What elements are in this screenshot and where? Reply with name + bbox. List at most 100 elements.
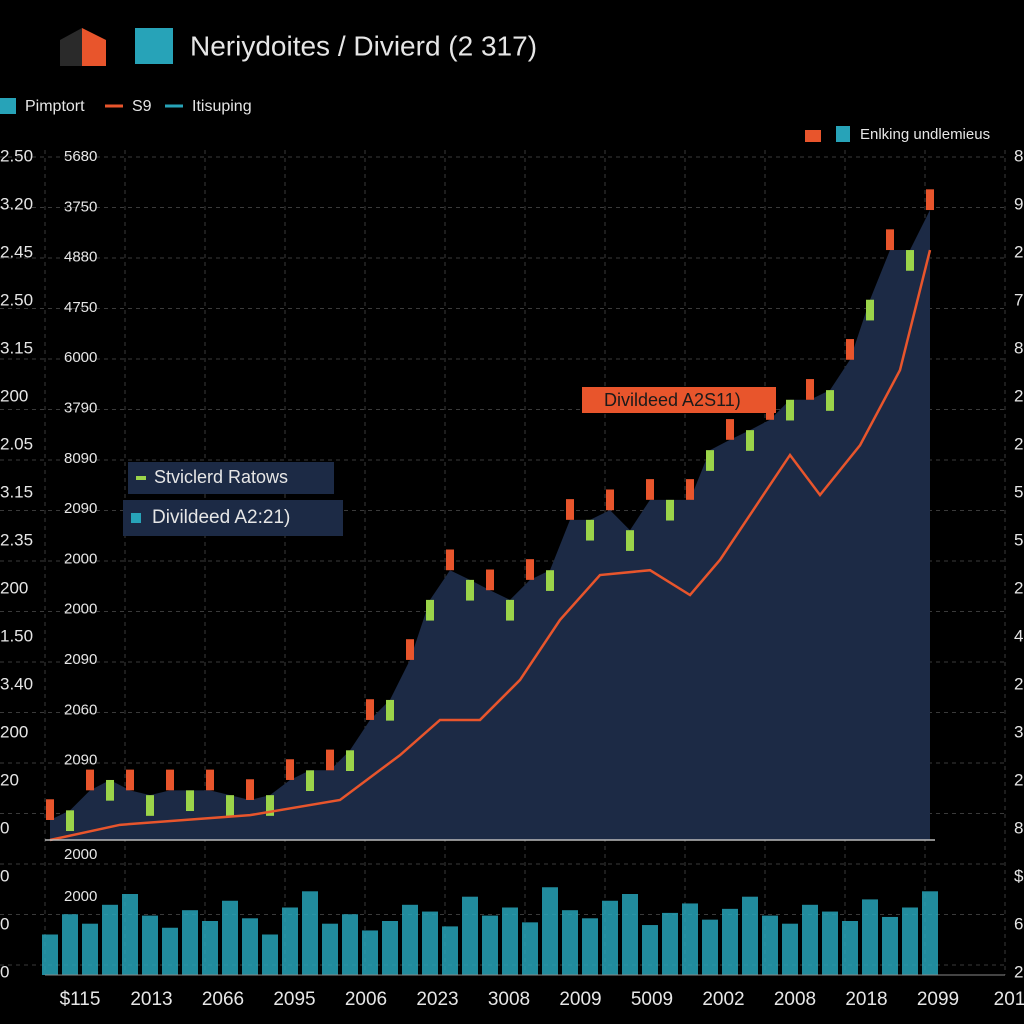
- price-area: [50, 210, 930, 840]
- y2-tick-label: 2: [1014, 674, 1023, 693]
- volume-bar: [642, 925, 658, 975]
- volume-bar: [662, 912, 678, 975]
- y-tick-label: 2090: [64, 752, 97, 769]
- x-tick-label: 201: [994, 989, 1024, 1010]
- legend-swatch: [836, 126, 850, 142]
- y-tick-label: 2.35: [0, 530, 33, 549]
- annotation: Divildeed A2S11): [604, 390, 741, 410]
- y-tick-label: 2000: [64, 846, 97, 863]
- y-tick-label: 8090: [64, 450, 97, 467]
- candle: [46, 799, 54, 820]
- candle: [146, 795, 154, 816]
- y-tick-label: 0: [0, 914, 9, 933]
- x-tick-label: 2008: [774, 989, 816, 1010]
- volume-bar: [422, 911, 438, 975]
- x-tick-label: 2009: [559, 989, 601, 1010]
- candle: [746, 430, 754, 451]
- candle: [186, 790, 194, 812]
- candle: [566, 499, 574, 520]
- volume-bar: [42, 934, 58, 975]
- volume-bar: [322, 923, 338, 975]
- volume-bar: [402, 904, 418, 975]
- candle: [886, 229, 894, 251]
- y-tick-label: 3.40: [0, 674, 33, 693]
- y-tick-label: 1.50: [0, 626, 33, 645]
- candle: [706, 450, 714, 471]
- legend-label: Pimptort: [25, 98, 85, 115]
- volume-bar: [822, 911, 838, 975]
- volume-bar: [782, 923, 798, 975]
- volume-bar: [722, 908, 738, 975]
- candle: [86, 769, 94, 791]
- trend-line: [49, 249, 932, 842]
- annotations: Stviclerd Ratows Divildeed A2:21) Divild…: [123, 387, 776, 536]
- x-tick-label: 2013: [130, 989, 172, 1010]
- volume-bar: [442, 926, 458, 975]
- y-tick-label: 2090: [64, 500, 97, 517]
- y-tick-label: 3.20: [0, 194, 33, 213]
- volume-bar: [862, 899, 878, 975]
- y-tick-label: 2.50: [0, 290, 33, 309]
- candle: [286, 759, 294, 780]
- volume-bar: [302, 891, 318, 975]
- candle: [386, 699, 394, 721]
- volume-bar: [502, 907, 518, 975]
- legend-swatch: [0, 98, 16, 114]
- legend-label: Enlking undlemieus: [860, 126, 990, 143]
- candle: [626, 530, 634, 551]
- candle: [666, 499, 674, 521]
- candle: [586, 519, 594, 541]
- x-tick-label: 2095: [273, 989, 315, 1010]
- volume-bar: [482, 915, 498, 975]
- x-tick-label: $115: [60, 989, 101, 1010]
- x-tick-label: 2002: [702, 989, 744, 1010]
- y-tick-label: 2.05: [0, 434, 33, 453]
- x-tick-label: 2099: [917, 989, 959, 1010]
- y-tick-label: 2.45: [0, 242, 33, 261]
- x-tick-label: 5009: [631, 989, 673, 1010]
- y-tick-label: 2000: [64, 888, 97, 905]
- legend-label: Itisuping: [192, 98, 252, 115]
- y2-tick-label: $: [1014, 866, 1024, 885]
- y-tick-label: 4880: [64, 249, 97, 266]
- y-tick-label: 200: [0, 386, 28, 405]
- y-tick-label: 3.15: [0, 338, 33, 357]
- volume-bar: [542, 887, 558, 975]
- candle: [526, 559, 534, 580]
- volume-bar: [242, 918, 258, 975]
- volume-bar: [702, 919, 718, 975]
- candle: [846, 339, 854, 360]
- volume-bar: [762, 915, 778, 975]
- y-tick-label: 0: [0, 866, 9, 885]
- candle: [906, 250, 914, 271]
- candle: [646, 479, 654, 500]
- annotation-icon: [131, 513, 141, 523]
- volume-bar: [882, 916, 898, 975]
- volume-bar: [742, 896, 758, 975]
- y-tick-label: 2000: [64, 601, 97, 618]
- candle: [486, 569, 494, 591]
- legend-swatch: [805, 130, 821, 142]
- legend-label: S9: [132, 98, 152, 115]
- y2-tick-label: 6: [1014, 914, 1023, 933]
- volume-bar: [282, 907, 298, 975]
- y-tick-label: 6000: [64, 349, 97, 366]
- y2-tick-label: 4: [1014, 626, 1023, 645]
- x-tick-label: 2018: [845, 989, 887, 1010]
- y2-tick-label: 8: [1014, 818, 1023, 837]
- candle: [266, 795, 274, 816]
- y2-tick-label: 2: [1014, 386, 1023, 405]
- x-tick-label: 2023: [416, 989, 458, 1010]
- volume-bar: [582, 918, 598, 975]
- x-tick-label: 3008: [488, 989, 530, 1010]
- volume-bar: [562, 910, 578, 975]
- annotation: Stviclerd Ratows: [154, 467, 288, 487]
- y2-tick-label: 2: [1014, 434, 1023, 453]
- y-tick-label: 3790: [64, 399, 97, 416]
- y-tick-label: 200: [0, 722, 28, 741]
- y-tick-label: 5680: [64, 148, 97, 165]
- candle: [686, 479, 694, 500]
- volume-bar: [382, 921, 398, 975]
- candle: [606, 489, 614, 511]
- logo-icon: [60, 28, 82, 66]
